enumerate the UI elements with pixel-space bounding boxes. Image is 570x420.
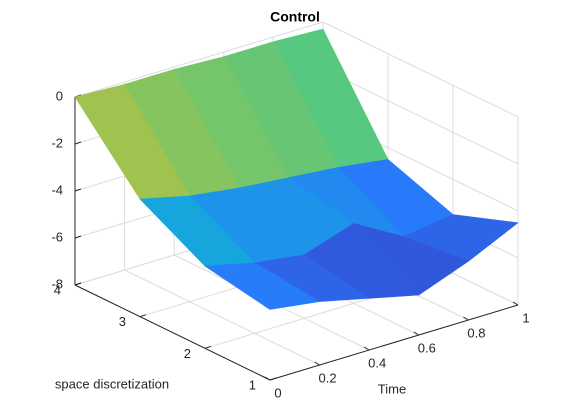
x-tick-label: 0.6 (418, 340, 436, 355)
y-tick (74, 282, 82, 286)
z-tick-label: -2 (51, 135, 63, 150)
z-tick (74, 188, 82, 192)
y-tick (204, 345, 212, 349)
grid-line (322, 68, 519, 165)
grid-line (74, 21, 324, 98)
z-tick-label: 0 (56, 88, 63, 103)
y-tick-label: 2 (184, 346, 191, 361)
z-tick (74, 141, 82, 145)
x-tick (512, 301, 519, 306)
x-tick-label: 0.4 (368, 355, 386, 370)
y-axis-label: space discretization (55, 376, 169, 391)
x-tick-label: 0.8 (467, 325, 485, 340)
axis-line (74, 284, 271, 381)
y-tick-label: 3 (119, 314, 126, 329)
z-tick-label: -8 (51, 276, 63, 291)
x-tick (264, 376, 271, 381)
y-tick (139, 314, 147, 318)
x-tick (314, 361, 320, 366)
x-tick (413, 331, 420, 336)
x-tick-label: 0.2 (319, 370, 337, 385)
z-tick-label: -6 (51, 229, 63, 244)
y-tick (269, 377, 277, 381)
z-tick-label: -4 (51, 182, 63, 197)
x-axis-label: Time (378, 381, 406, 396)
chart-title: Control (270, 9, 320, 25)
y-tick-label: 4 (54, 282, 61, 297)
grid-line (322, 21, 519, 118)
x-tick (463, 316, 469, 321)
x-tick-label: 1 (522, 310, 529, 325)
x-tick-label: 0 (274, 385, 281, 400)
grid-line (124, 269, 320, 366)
y-tick-label: 1 (249, 377, 256, 392)
axis-line (269, 304, 519, 381)
x-tick (363, 346, 370, 351)
z-tick (74, 235, 82, 239)
surface-patch (204, 262, 321, 310)
